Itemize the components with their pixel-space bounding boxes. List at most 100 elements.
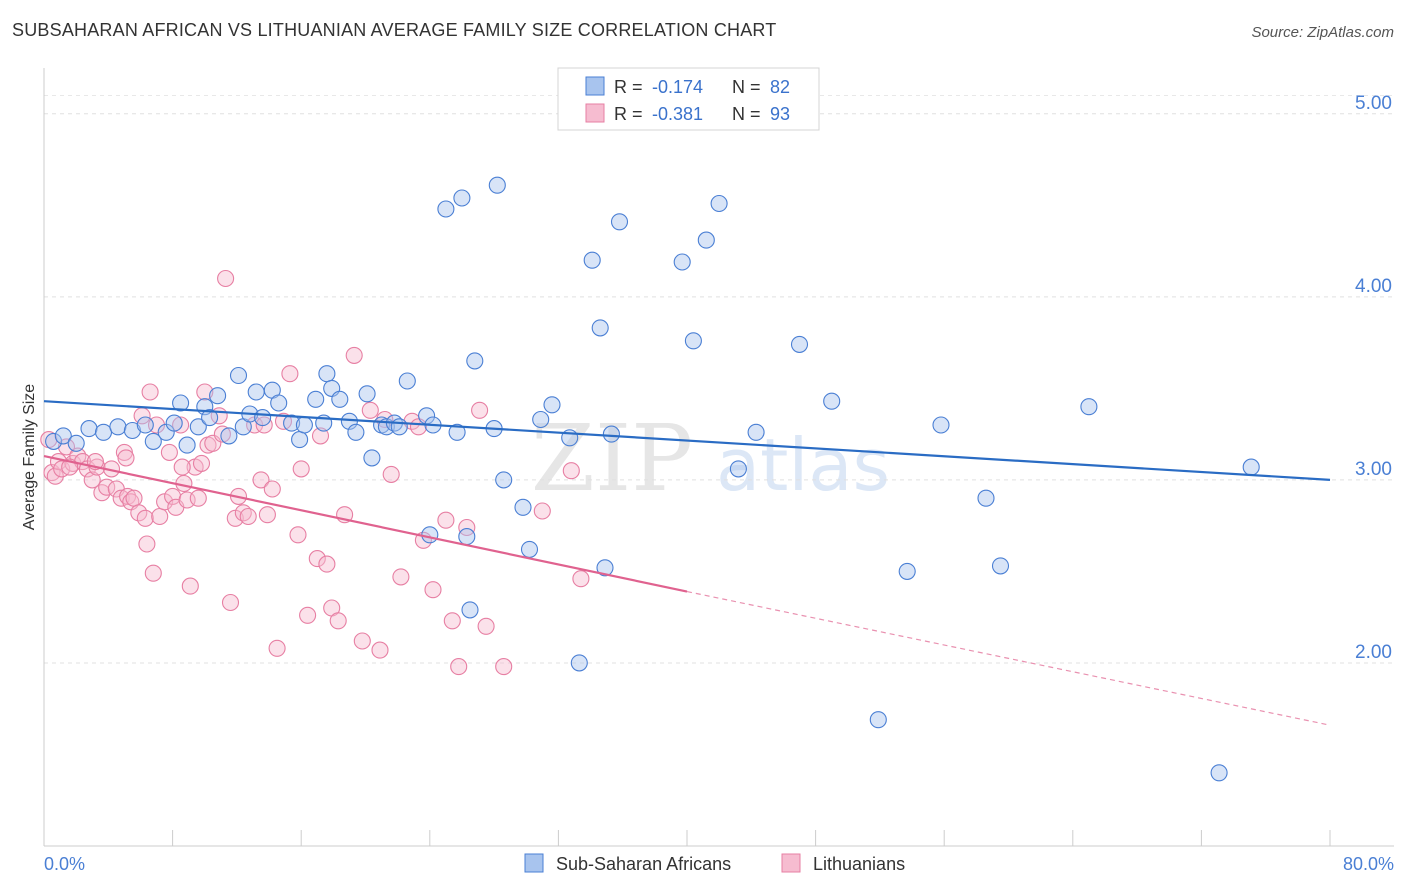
sub-saharan-point [673,253,691,271]
sub-saharan-point [165,414,183,432]
lithuanian-point [382,465,400,483]
sub-saharan-point [247,383,265,401]
sub-saharan-point [596,559,614,577]
sub-saharan-point [307,390,325,408]
sub-saharan-point [543,396,561,414]
lithuanian-point [437,511,455,529]
lithuanian-point [57,438,76,456]
lithuanian-point [213,425,231,443]
sub-saharan-point [295,416,313,434]
sub-saharan-point [178,436,196,454]
lithuanian-point [173,458,191,476]
lithuanian-point [196,383,214,401]
sub-saharan-point [453,189,471,207]
sub-saharan-point [520,540,539,558]
sub-saharan-point [136,416,154,434]
y-tick-labels: 2.00 3.00 4.00 5.00 [1355,93,1392,663]
lithuanian-point [353,632,371,650]
sub-saharan-point [747,423,765,441]
lithuanian-point [281,365,299,383]
lithuanian-point [164,487,182,505]
legend-label-lithuanians: Lithuanians [813,854,905,874]
trend-line-sub-saharan [43,400,1331,481]
stats-r-value-blue: -0.174 [652,77,703,97]
y-axis-label: Average Family Size [21,384,38,531]
sub-saharan-point [209,387,227,405]
sub-saharan-point [458,528,476,546]
sub-saharan-point [898,562,916,580]
sub-saharan-point [94,423,113,441]
x-tick-label-min: 0.0% [44,854,85,874]
sub-saharan-point [189,418,207,436]
lithuanian-point [181,577,199,595]
sub-saharan-point [495,471,513,489]
sub-saharan-point [318,365,336,383]
sub-saharan-point [144,432,162,450]
sub-saharan-point [347,423,365,441]
stats-n-value-pink: 93 [770,104,790,124]
lithuanian-point [371,641,389,659]
watermark-zip: ZIP [531,405,693,512]
sub-saharan-point [67,434,85,452]
sub-saharan-point [254,409,272,427]
sub-saharan-point [220,427,238,445]
lithuanian-point [329,612,347,630]
sub-saharan-point [172,394,190,412]
lithuanian-point [151,507,169,526]
series-legend: Sub-Saharan Africans Lithuanians [524,853,905,874]
lithuanian-point [189,489,207,507]
lithuanian-point [458,518,476,537]
lithuanian-point [192,454,211,472]
stats-r-label-pink: R = [614,104,643,124]
lithuanian-point [392,568,410,586]
sub-saharan-point [390,418,408,436]
stats-n-label-pink: N = [732,104,761,124]
y-tick-label: 2.00 [1355,642,1392,663]
sub-saharan-point [270,394,288,412]
sub-saharan-point [710,194,728,213]
sub-saharan-point [363,449,381,467]
y-tick-label: 5.00 [1355,93,1392,114]
lithuanian-point [112,489,130,507]
stats-swatch-pink [585,103,605,123]
lithuanian-point [292,460,310,478]
legend-swatch-lithuanians [781,853,801,873]
lithuanian-point [93,484,111,502]
sub-saharan-point [201,409,219,427]
sub-saharan-point [358,385,376,403]
lithuanian-point [141,383,159,401]
legend-swatch-sub-saharan [524,853,544,873]
sub-saharan-point [123,421,141,440]
trend-lines [43,400,1331,726]
trend-line-lithuanians [43,455,688,593]
lithuanian-point [252,471,270,489]
chart-title: SUBSAHARAN AFRICAN VS LITHUANIAN AVERAGE… [12,20,777,40]
sub-saharan-point [591,319,609,337]
sub-saharan-point [602,425,620,443]
lithuanian-point [160,443,178,461]
sub-saharan-point [823,392,841,410]
lithuanian-point [138,535,156,553]
lithuanian-point [239,507,257,526]
sub-saharan-point [45,432,63,450]
sub-saharan-point [570,654,588,672]
lithuanian-point [443,612,461,630]
sub-saharan-point [437,200,455,218]
sub-saharan-point [610,213,629,231]
lithuanian-point [83,471,101,489]
stats-n-label-blue: N = [732,77,761,97]
lithuanian-point [221,593,240,612]
lithuanian-point [424,581,442,599]
legend-label-sub-saharan: Sub-Saharan Africans [556,854,731,874]
stats-r-value-pink: -0.381 [652,104,703,124]
sub-saharan-point [991,557,1010,575]
lithuanian-point [572,570,590,588]
lithuanian-point [311,427,330,445]
lithuanian-point [117,449,135,467]
lithuanian-point [217,269,235,288]
gridlines [44,94,1394,664]
lithuanian-point [533,502,551,520]
sub-saharan-point [790,335,809,353]
lithuanian-point [318,555,336,573]
trend-line-lithuanians-extrapolated [686,590,1331,726]
